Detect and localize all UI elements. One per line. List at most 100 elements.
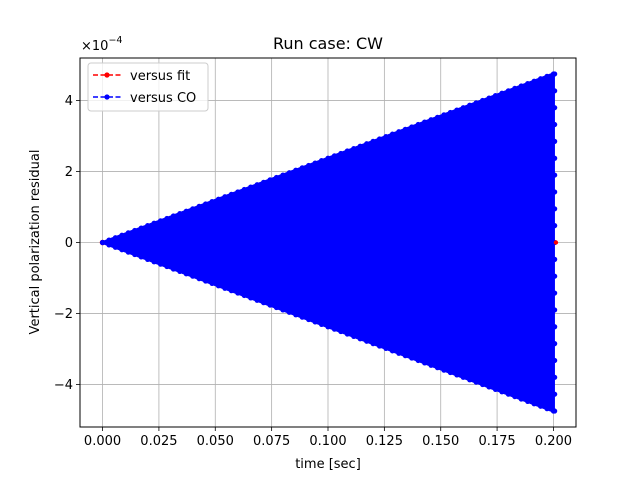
series-versus-co-point (138, 225, 144, 231)
series-versus-co-point (460, 105, 466, 111)
series-versus-co-point (119, 247, 125, 253)
series-versus-co-point (370, 341, 376, 347)
y-offset-base: ×10 (81, 39, 108, 54)
series-versus-co-point (396, 129, 402, 135)
series-versus-co-point (422, 360, 428, 366)
series-versus-co-point (177, 211, 183, 217)
series-versus-co-point (441, 367, 447, 373)
series-versus-co-point (312, 160, 318, 166)
series-versus-co-point (549, 265, 555, 271)
series-versus-co-point (549, 366, 555, 372)
x-tick-label: 0.075 (253, 434, 290, 449)
series-versus-co-point (280, 172, 286, 178)
series-versus-co-point (254, 182, 260, 188)
series-versus-fit-end-point (553, 240, 559, 245)
series-versus-co-point (318, 321, 325, 327)
series-versus-co-point (151, 220, 157, 226)
series-versus-co-point (549, 332, 555, 338)
series-versus-co-point (428, 117, 434, 123)
series-versus-co-point (552, 88, 558, 94)
series-versus-co-point (157, 218, 164, 224)
series-versus-co-point (460, 374, 466, 380)
series-versus-co-point (338, 328, 344, 335)
series-versus-co-point (552, 105, 558, 111)
series-versus-co-point (552, 324, 558, 330)
series-versus-co-point (235, 189, 241, 195)
series-versus-co-point (525, 398, 531, 405)
series-versus-co-point (549, 197, 555, 203)
series-versus-co-point (552, 273, 558, 279)
series-versus-co-point (389, 348, 396, 354)
series-versus-co-point (325, 324, 331, 330)
series-versus-co-point (454, 372, 460, 378)
series-versus-co-point (552, 408, 558, 414)
series-versus-co-point (549, 248, 555, 254)
series-versus-co-point (106, 237, 112, 243)
series-versus-co-point (209, 280, 215, 287)
series-versus-co-point (434, 114, 441, 120)
series-versus-co-point (552, 357, 558, 364)
series-versus-co-point (241, 186, 247, 193)
x-tick-label: 0.125 (366, 434, 403, 449)
series-versus-co-point (351, 333, 357, 339)
chart-title: Run case: CW (273, 34, 383, 53)
series-versus-co-point (306, 162, 312, 169)
y-tick-label: 4 (65, 94, 73, 109)
series-versus-co-point (549, 164, 555, 170)
series-versus-co-point (209, 198, 215, 205)
series-versus-co-point (357, 336, 363, 342)
series-versus-co-point (512, 393, 518, 400)
series-versus-co-point (467, 377, 473, 383)
series-versus-co-point (299, 165, 305, 171)
series-versus-co-point (549, 315, 555, 321)
series-versus-co-point (552, 121, 558, 128)
series-versus-co-point (531, 401, 537, 407)
series-versus-co-point (552, 256, 558, 262)
series-versus-co-point (280, 307, 286, 313)
series-versus-co-point (549, 214, 555, 220)
series-versus-co-point (552, 307, 558, 313)
series-versus-co-point (254, 297, 260, 303)
series-versus-co-point (312, 319, 318, 325)
x-tick-label: 0.150 (422, 434, 459, 449)
series-versus-co-point (260, 300, 267, 306)
y-tick-label: −4 (54, 378, 73, 393)
series-versus-co-point (145, 256, 151, 262)
series-versus-co-point (383, 133, 389, 140)
series-versus-co-point (549, 231, 555, 237)
series-versus-co-point (479, 381, 486, 388)
series-versus-co-point (383, 345, 389, 352)
series-versus-co-point (125, 249, 131, 255)
series-versus-co-point (467, 102, 473, 108)
series-versus-co-point (157, 261, 164, 267)
series-versus-co-point (552, 374, 558, 380)
legend-marker-versus-fit (104, 72, 110, 78)
series-versus-co-point (151, 259, 157, 265)
series-versus-co-point (196, 203, 202, 209)
series-versus-co-point (331, 153, 338, 159)
series-versus-co-point (119, 232, 125, 238)
series-versus-co-point (228, 288, 234, 294)
series-versus-co-point (376, 343, 383, 349)
series-versus-co-point (454, 107, 460, 113)
series-versus-co-point (145, 223, 151, 229)
series-versus-co-point (325, 155, 331, 161)
series-versus-co-point (549, 147, 555, 153)
series-versus-co-point (549, 282, 555, 288)
series-versus-co-point (177, 268, 183, 274)
x-tick-label: 0.025 (140, 434, 177, 449)
series-versus-co-point (286, 170, 292, 176)
series-versus-co-point (132, 251, 138, 258)
series-versus-co-point (132, 227, 138, 234)
x-tick-label: 0.100 (309, 434, 346, 449)
series-versus-co-point (512, 85, 518, 92)
series-versus-co-point (409, 355, 415, 361)
series-versus-co-point (170, 266, 177, 272)
series-versus-co-point (215, 283, 222, 289)
series-versus-co-point (552, 71, 558, 77)
series-versus-co-point (447, 109, 453, 116)
plot-area (99, 71, 559, 414)
series-versus-co-point (499, 389, 505, 395)
legend-marker-versus-co (104, 94, 110, 100)
